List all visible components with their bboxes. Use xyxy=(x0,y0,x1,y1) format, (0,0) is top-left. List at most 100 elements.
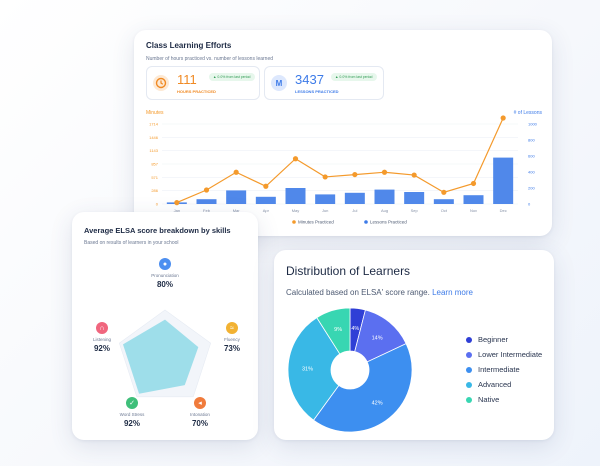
skill-name: Pronunciation xyxy=(151,273,179,278)
wave-icon: ≈ xyxy=(226,322,238,334)
legend-item: Advanced xyxy=(466,377,542,392)
y-tick-label: 571 xyxy=(151,175,158,180)
point-minutes xyxy=(500,115,506,121)
y-tick-label: 286 xyxy=(151,188,158,193)
point-minutes xyxy=(441,189,447,195)
svg-text:M: M xyxy=(276,79,283,88)
efforts-subtitle: Number of hours practiced vs. number of … xyxy=(146,56,274,62)
skill-listening: ∩ Listening 92% xyxy=(72,322,132,353)
x-tick-label: Feb xyxy=(203,208,211,213)
x-tick-label: Nov xyxy=(470,208,477,213)
legend-lessons-label: Lessons Practiced xyxy=(370,220,407,225)
hours-change-badge: ▲ 0.0% from last period xyxy=(209,73,255,81)
bar-lessons xyxy=(404,192,425,204)
donut-slice xyxy=(287,317,341,421)
legend-minutes-label: Minutes Practiced xyxy=(298,220,334,225)
distribution-legend: Beginner Lower Intermediate Intermediate… xyxy=(466,332,542,407)
y2-tick-label: 800 xyxy=(528,138,535,143)
x-tick-label: Jun xyxy=(322,208,328,213)
bar-lessons xyxy=(433,199,454,204)
hours-practiced-stat: 111 HOURS PRACTICED ▲ 0.0% from last per… xyxy=(146,66,260,100)
x-tick-label: Jan xyxy=(174,208,180,213)
lessons-icon: M xyxy=(271,75,287,91)
y-axis-label: Minutes xyxy=(146,110,164,116)
lessons-change-badge: ▲ 0.0% from last period xyxy=(331,73,377,81)
bar-lessons xyxy=(255,196,276,204)
point-minutes xyxy=(470,180,477,187)
x-tick-label: Sep xyxy=(411,208,419,213)
distribution-subtitle: Calculated based on ELSA' score range. L… xyxy=(286,288,473,297)
donut-slice-label: 4% xyxy=(351,326,359,332)
donut-chart: 4% 14% 42% 31% 9% xyxy=(287,307,413,433)
skill-value: 73% xyxy=(223,344,240,353)
y2-tick-label: 1000 xyxy=(528,122,538,127)
skill-value: 92% xyxy=(93,344,110,353)
donut-slice xyxy=(316,307,351,355)
point-minutes xyxy=(381,169,388,175)
legend-item: Native xyxy=(466,392,542,407)
x-tick-label: Oct xyxy=(441,208,448,213)
radar-chart xyxy=(118,309,212,398)
y2-tick-label: 200 xyxy=(528,186,535,191)
point-minutes xyxy=(263,183,269,189)
skill-fluency: ≈ Fluency 73% xyxy=(202,322,262,353)
legend-item: Lower Intermediate xyxy=(466,347,542,362)
x-tick-label: Jul xyxy=(352,208,357,213)
donut-slice-label: 42% xyxy=(372,401,383,407)
hours-value: 111 xyxy=(177,72,197,87)
bar-lessons xyxy=(285,188,306,204)
x-tick-label: Dec xyxy=(500,208,507,213)
skill-name: Fluency xyxy=(224,337,240,342)
efforts-title: Class Learning Efforts xyxy=(146,41,232,50)
bar-lessons xyxy=(315,194,336,204)
class-learning-efforts-card: Class Learning Efforts Number of hours p… xyxy=(134,30,552,236)
distribution-title: Distribution of Learners xyxy=(286,264,411,278)
point-minutes xyxy=(352,171,358,178)
efforts-chart: Minutes # of Lessons 1714 1446 1143 857 571 286… xyxy=(146,110,543,225)
clock-icon xyxy=(153,75,169,91)
point-minutes xyxy=(233,169,239,175)
learn-more-link[interactable]: Learn more xyxy=(432,288,473,297)
donut-slice-label: 9% xyxy=(334,327,342,333)
y-tick-label: 857 xyxy=(151,162,158,167)
headphones-icon: ∩ xyxy=(96,322,108,334)
point-minutes xyxy=(322,174,328,180)
legend-item: Beginner xyxy=(466,332,542,347)
line-minutes xyxy=(176,117,504,204)
skill-value: 70% xyxy=(191,419,208,428)
radar-area xyxy=(123,319,199,394)
check-icon: ✓ xyxy=(126,397,138,409)
donut-slice-label: 14% xyxy=(372,335,383,341)
x-tick-label: May xyxy=(292,208,300,213)
skill-name: Intonation xyxy=(190,412,210,417)
bar-lessons xyxy=(226,190,247,204)
donut-slice xyxy=(312,343,413,433)
y-tick-label: 1446 xyxy=(149,135,159,140)
legend-item: Intermediate xyxy=(466,362,542,377)
mic-icon: ● xyxy=(159,258,171,270)
legend-minutes-marker xyxy=(292,220,296,224)
skill-value: 92% xyxy=(123,419,140,428)
speaker-icon: ◂ xyxy=(194,397,206,409)
y-tick-label: 1143 xyxy=(149,148,158,153)
skills-subtitle: Based on results of learners in your sch… xyxy=(84,240,179,246)
distribution-subtitle-text: Calculated based on ELSA' score range. xyxy=(286,288,430,297)
bar-lessons xyxy=(463,195,484,204)
bar-lessons xyxy=(493,157,514,204)
bar-lessons xyxy=(196,199,217,204)
bar-lessons xyxy=(344,192,365,204)
point-minutes xyxy=(174,199,180,206)
skills-breakdown-card: Average ELSA score breakdown by skills B… xyxy=(72,212,258,440)
skill-name: Listening xyxy=(92,337,111,342)
y2-tick-label: 600 xyxy=(528,154,535,159)
skill-value: 80% xyxy=(156,280,173,289)
bar-lessons xyxy=(374,189,395,204)
skill-word-stress: ✓ Word Stress 92% xyxy=(102,397,162,428)
legend-lessons-marker xyxy=(364,220,368,224)
lessons-value: 3437 xyxy=(295,72,324,87)
x-tick-label: Apr xyxy=(263,208,270,213)
x-tick-label: Mar xyxy=(233,208,241,213)
distribution-card: Distribution of Learners Calculated base… xyxy=(274,250,554,440)
lessons-practiced-stat: M 3437 LESSONS PRACTICED ▲ 0.0% from las… xyxy=(264,66,384,100)
y2-axis-label: # of Lessons xyxy=(514,110,543,116)
